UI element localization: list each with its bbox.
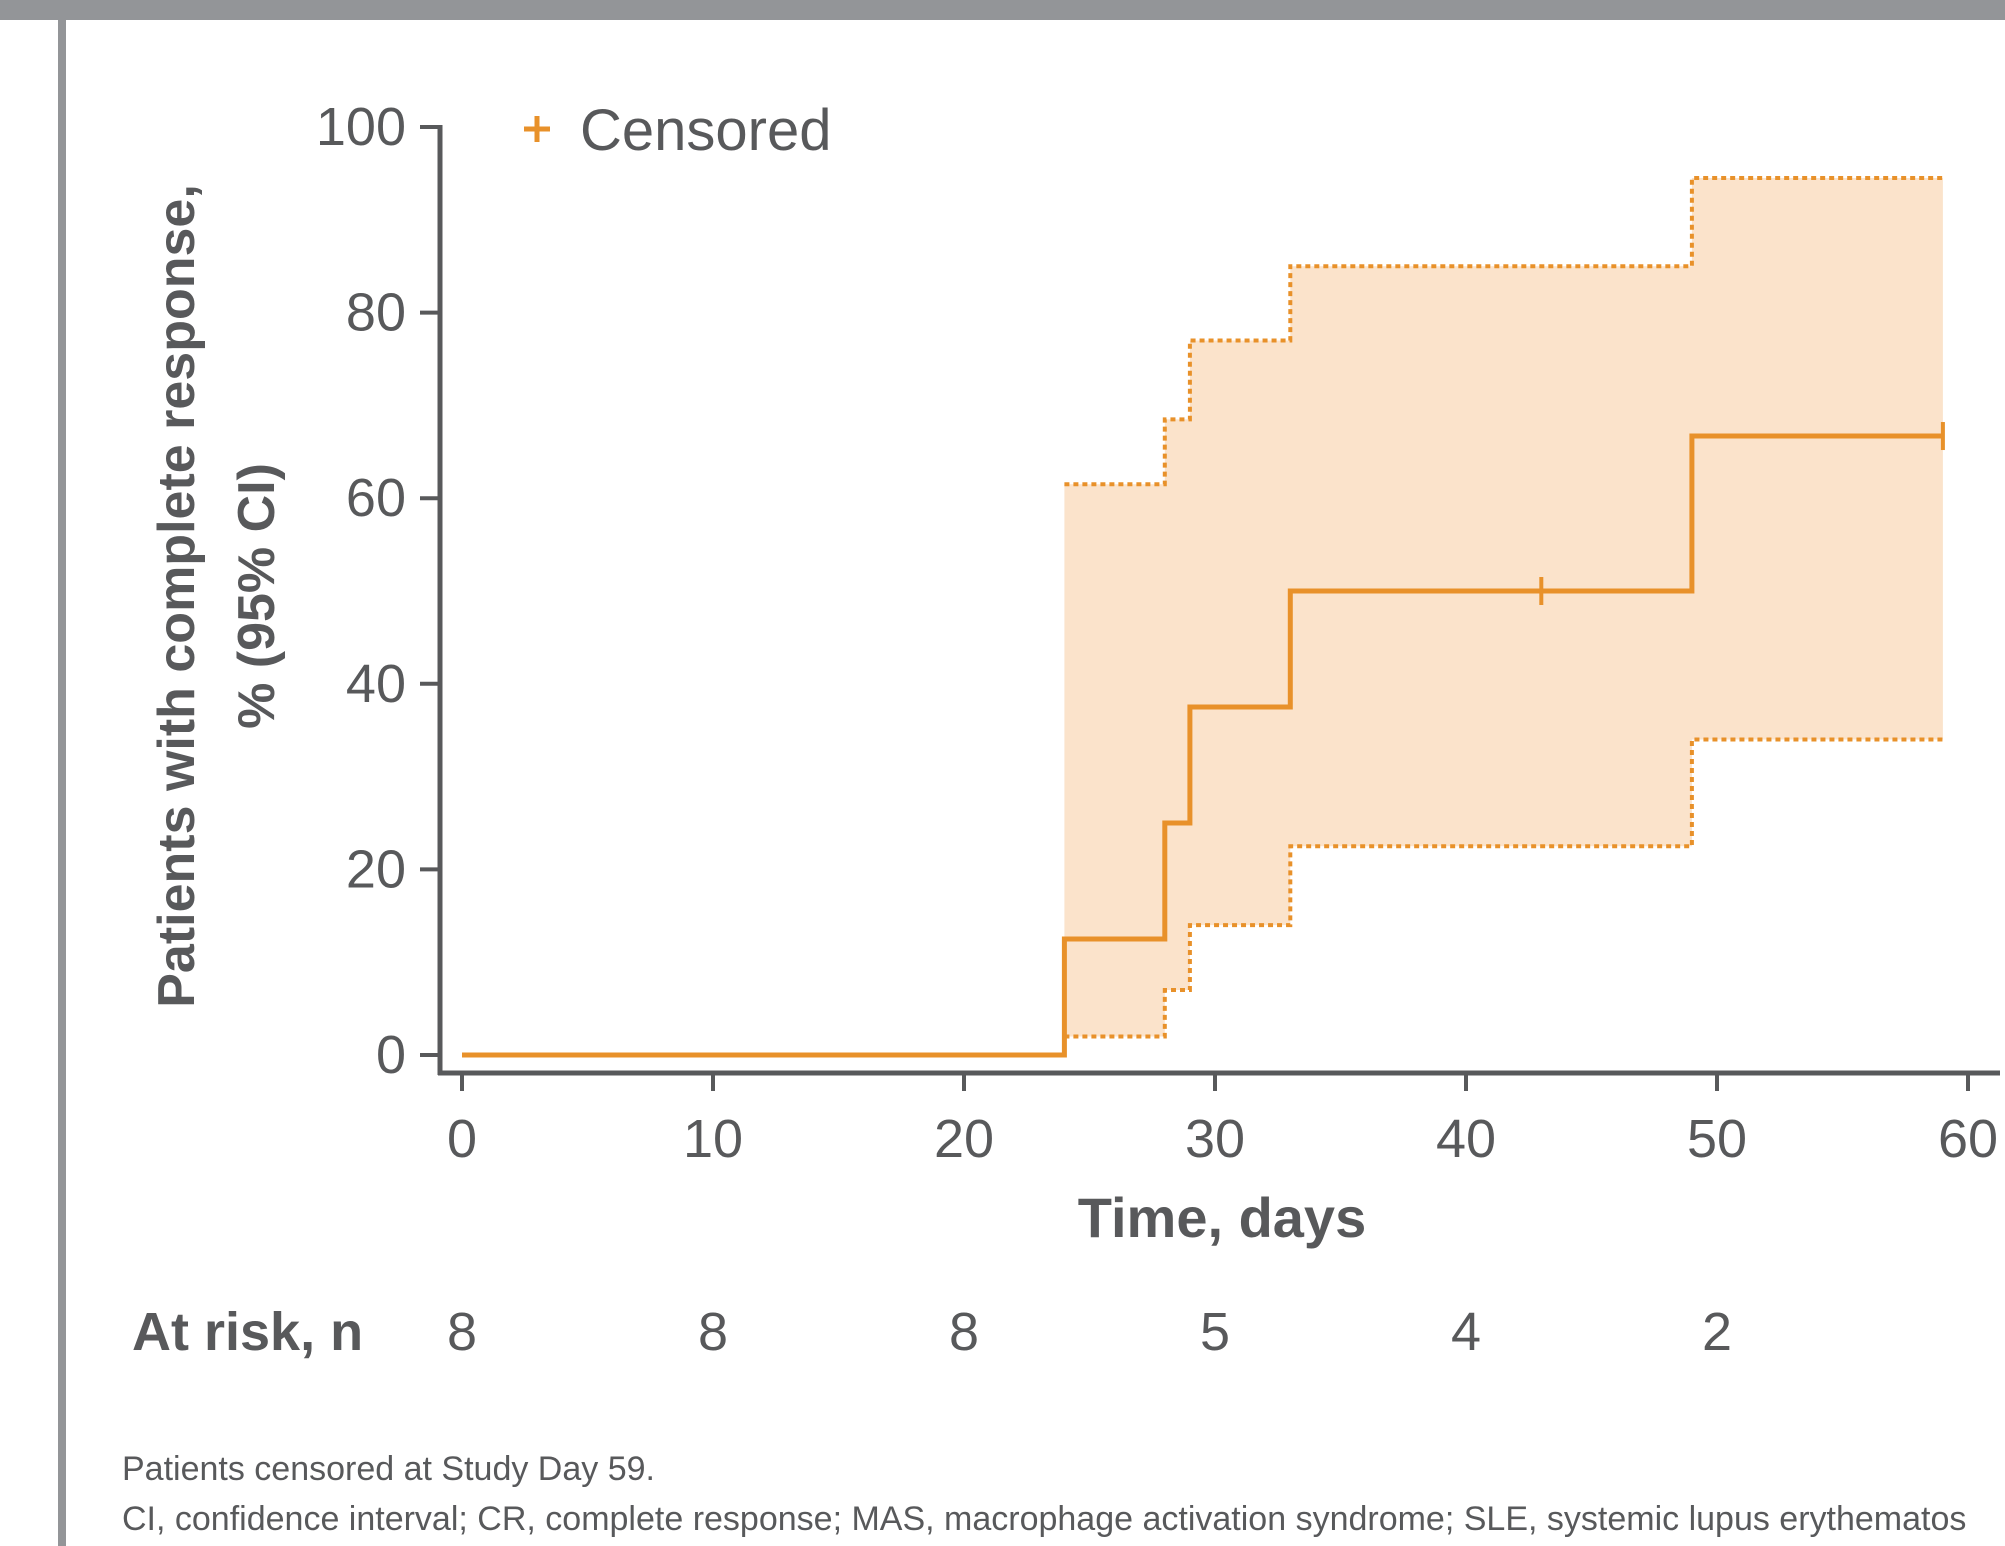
at-risk-value: 4 [1451, 1302, 1481, 1362]
at-risk-value: 8 [447, 1302, 477, 1362]
left-frame-bar [58, 0, 66, 1546]
x-axis-title: Time, days [1078, 1186, 1366, 1249]
legend-censored-label: Censored [580, 98, 831, 163]
x-tick-label: 40 [1436, 1109, 1496, 1169]
x-tick-label: 30 [1185, 1109, 1245, 1169]
y-tick-label: 0 [376, 1025, 406, 1085]
y-axis-title: Patients with complete response, % (95% C… [148, 184, 286, 1008]
y-axis-title-line2: % (95% CI) [228, 463, 286, 729]
ci-band-layer [1064, 178, 1943, 1037]
at-risk-value: 8 [698, 1302, 728, 1362]
footnote-censored: Patients censored at Study Day 59. [122, 1450, 655, 1488]
ci-band-area [1064, 178, 1943, 1037]
estimate-step-line [462, 433, 1943, 1058]
y-tick-label: 80 [346, 283, 406, 343]
at-risk-value: 5 [1200, 1302, 1230, 1362]
x-tick-label: 60 [1938, 1109, 1998, 1169]
axes-layer [420, 125, 2000, 1091]
y-tick-label: 40 [346, 654, 406, 714]
estimate-layer [462, 422, 1945, 1058]
x-tick-label: 10 [683, 1109, 743, 1169]
ci-lines-layer [1064, 176, 1943, 1039]
y-tick-label: 60 [346, 468, 406, 528]
y-tick-label: 100 [316, 97, 406, 157]
at-risk-value: 8 [949, 1302, 979, 1362]
y-axis-title-line1: Patients with complete response, [148, 184, 206, 1008]
x-tick-label: 0 [447, 1109, 477, 1169]
x-tick-label: 20 [934, 1109, 994, 1169]
top-frame-bar [0, 0, 2005, 20]
y-tick-label: 20 [346, 839, 406, 899]
footnote-abbreviations: CI, confidence interval; CR, complete re… [122, 1500, 1967, 1538]
upper-ci-line [1064, 176, 1943, 487]
x-tick-label: 50 [1687, 1109, 1747, 1169]
at-risk-value: 2 [1702, 1302, 1732, 1362]
labels-layer: 0 20 40 60 80 100 0 10 20 30 40 50 60 Censored Time, d… [132, 97, 1998, 1362]
at-risk-label: At risk, n [132, 1302, 363, 1362]
